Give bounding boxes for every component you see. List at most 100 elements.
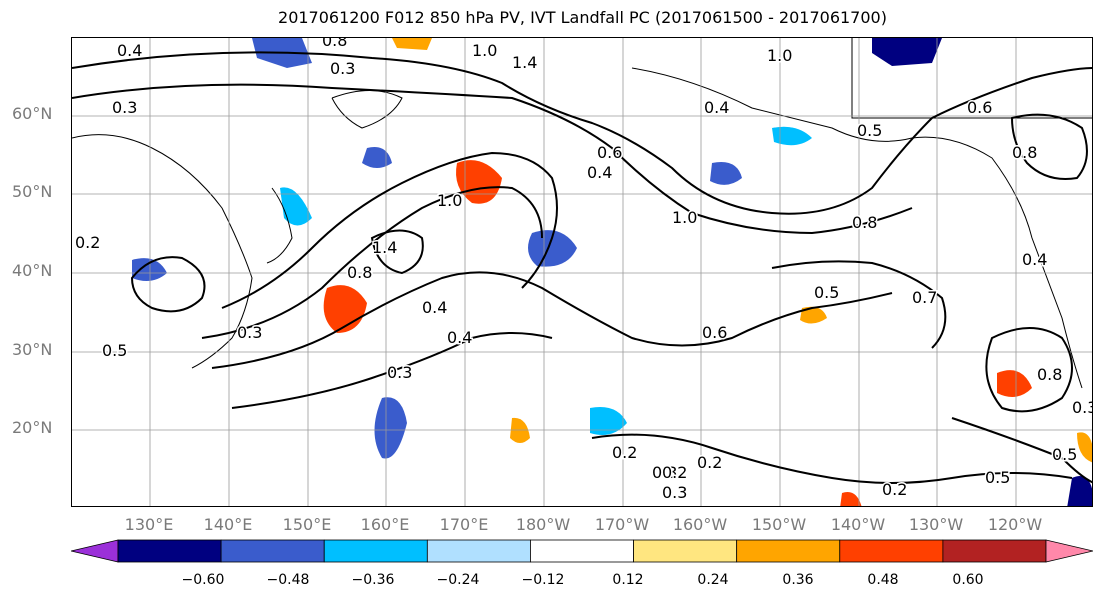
anomaly-blue-6 bbox=[710, 162, 742, 185]
contour-label-7: 0.5 bbox=[857, 121, 882, 140]
contour-label-36: 0.4 bbox=[1022, 250, 1047, 269]
contour-label-4: 1.4 bbox=[512, 53, 537, 72]
colorbar-swatch-8 bbox=[942, 539, 1047, 563]
contour-label-3: 1.0 bbox=[472, 41, 497, 60]
contour-label-17: 0.8 bbox=[347, 263, 372, 282]
contour-5 bbox=[211, 271, 893, 369]
contour-label-13: 1.0 bbox=[672, 208, 697, 227]
pv-contours bbox=[72, 51, 1092, 484]
contour-9 bbox=[985, 327, 1073, 413]
colorbar-swatch-5 bbox=[633, 539, 738, 563]
contour-label-18: 1.4 bbox=[372, 238, 397, 257]
contour-label-19: 0.8 bbox=[852, 213, 877, 232]
anomaly-navy-2 bbox=[1067, 476, 1092, 506]
colorbar-tick-6: 0.24 bbox=[697, 572, 729, 588]
colorbar-tick-4: −0.12 bbox=[521, 572, 565, 588]
anomaly-cyan-2 bbox=[280, 187, 312, 226]
contour-label-37: 0.5 bbox=[814, 283, 839, 302]
contour-label-23: 0.5 bbox=[102, 341, 127, 360]
coast-asia bbox=[72, 134, 253, 369]
lon-label-120w: 120°W bbox=[987, 515, 1043, 534]
lat-label-20n: 20°N bbox=[12, 418, 53, 437]
contour-label-8: 0.6 bbox=[967, 98, 992, 117]
contour-8 bbox=[370, 229, 424, 275]
contour-label-20: 0.4 bbox=[422, 298, 447, 317]
contour-label-0: 0.4 bbox=[117, 41, 142, 60]
coastlines bbox=[72, 38, 1092, 389]
contour-label-10: 0.3 bbox=[112, 98, 137, 117]
lon-label-140e: 140°E bbox=[203, 515, 253, 534]
colorbar-tick-2: −0.36 bbox=[351, 572, 395, 588]
coast-japan bbox=[266, 187, 293, 264]
coast-kamchatka bbox=[331, 90, 403, 129]
colorbar-extend-max bbox=[1045, 539, 1093, 563]
contour-label-28: 0.2 bbox=[662, 463, 687, 482]
contour-label-6: 0.4 bbox=[704, 98, 729, 117]
anomaly-cyan-1 bbox=[590, 407, 627, 436]
contour-12 bbox=[771, 260, 947, 349]
contour-label-12: 0.4 bbox=[587, 163, 612, 182]
contour-label-32: 0.2 bbox=[882, 480, 907, 499]
anomaly-red-3 bbox=[997, 370, 1032, 397]
lon-label-170e: 170°E bbox=[439, 515, 489, 534]
anomaly-blue-3 bbox=[362, 147, 392, 168]
contour-label-22: 0.3 bbox=[387, 363, 412, 382]
contour-label-35: 0.8 bbox=[1037, 365, 1062, 384]
lon-label-150w: 150°W bbox=[751, 515, 807, 534]
colorbar-extend-min bbox=[71, 539, 119, 563]
shaded-anomalies bbox=[132, 38, 1092, 506]
lon-label-150e: 150°E bbox=[282, 515, 332, 534]
contour-label-34: 0.3 bbox=[1072, 398, 1093, 417]
colorbar-swatch-7 bbox=[839, 539, 944, 563]
contour-11 bbox=[591, 433, 1073, 484]
colorbar-swatch-6 bbox=[736, 539, 841, 563]
contour-6 bbox=[231, 332, 553, 409]
contour-13 bbox=[1010, 113, 1088, 180]
anomaly-red-4 bbox=[840, 492, 862, 506]
colorbar-swatch-4 bbox=[530, 539, 634, 563]
contour-4 bbox=[201, 186, 543, 339]
contour-label-26: 0.2 bbox=[612, 443, 637, 462]
anomaly-orange-1 bbox=[392, 38, 432, 50]
colorbar-swatch-2 bbox=[323, 539, 428, 563]
contour-label-33: 0.5 bbox=[1052, 445, 1077, 464]
lat-label-40n: 40°N bbox=[12, 261, 53, 280]
contour-3 bbox=[221, 151, 558, 309]
colorbar-tick-1: −0.48 bbox=[266, 572, 310, 588]
colorbar-swatches bbox=[71, 539, 1093, 563]
anomaly-red-1 bbox=[456, 160, 502, 204]
contour-1 bbox=[72, 51, 1092, 215]
coast-america bbox=[631, 67, 1083, 389]
lon-label-160w: 160°W bbox=[672, 515, 728, 534]
graticule bbox=[72, 38, 1092, 506]
contour-label-1: 0.3 bbox=[330, 59, 355, 78]
map-svg: 0.4 0.3 0.8 1.0 1.4 1.0 0.4 0.5 0.6 0.8 0.3 1.0 0.4 1… bbox=[72, 38, 1093, 506]
anomaly-navy-1 bbox=[872, 38, 942, 66]
contour-label-15: 0.2 bbox=[75, 233, 100, 252]
colorbar-tick-5: 0.12 bbox=[612, 572, 644, 588]
colorbar-swatch-1 bbox=[220, 539, 325, 563]
contour-label-27: 0.3 bbox=[652, 463, 677, 482]
anomaly-blue-4 bbox=[132, 258, 167, 282]
colorbar-tick-8: 0.48 bbox=[867, 572, 899, 588]
colorbar-tick-3: −0.24 bbox=[436, 572, 480, 588]
contour-label-29: 0.3 bbox=[662, 483, 687, 502]
contour-label-11: 1.0 bbox=[437, 191, 462, 210]
colorbar-swatch-0 bbox=[117, 539, 222, 563]
colorbar-tick-0: −0.60 bbox=[181, 572, 225, 588]
contour-label-14: 0.6 bbox=[597, 143, 622, 162]
anomaly-blue-5 bbox=[374, 397, 407, 459]
lat-label-60n: 60°N bbox=[12, 104, 53, 123]
colorbar-tick-9: 0.60 bbox=[952, 572, 984, 588]
contour-labels: 0.4 0.3 0.8 1.0 1.4 1.0 0.4 0.5 0.6 0.8 0.3 1.0 0.4 1… bbox=[74, 38, 1093, 504]
contour-label-9: 0.8 bbox=[1012, 143, 1037, 162]
contour-7 bbox=[130, 256, 206, 313]
contour-2 bbox=[72, 83, 913, 235]
contour-10 bbox=[951, 417, 1092, 484]
contour-label-24: 0.7 bbox=[912, 288, 937, 307]
anomaly-cyan-3 bbox=[772, 126, 812, 146]
colorbar bbox=[71, 539, 1093, 563]
contour-label-25: 0.6 bbox=[702, 323, 727, 342]
lon-label-160e: 160°E bbox=[360, 515, 410, 534]
lon-label-130w: 130°W bbox=[908, 515, 964, 534]
